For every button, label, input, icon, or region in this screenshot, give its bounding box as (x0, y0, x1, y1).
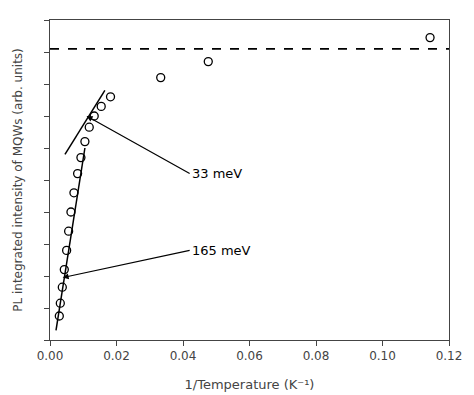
svg-text:33 meV: 33 meV (192, 166, 242, 181)
svg-text:0.08: 0.08 (303, 349, 330, 363)
svg-text:0.06: 0.06 (236, 349, 263, 363)
svg-text:0.12: 0.12 (436, 349, 463, 363)
svg-text:1/Temperature (K⁻¹): 1/Temperature (K⁻¹) (185, 377, 315, 392)
svg-text:0.04: 0.04 (170, 349, 197, 363)
svg-text:PL integrated intensity of MQW: PL integrated intensity of MQWs (arb. un… (11, 48, 25, 312)
svg-text:0.10: 0.10 (369, 349, 396, 363)
svg-text:0.00: 0.00 (37, 349, 64, 363)
svg-text:0.02: 0.02 (103, 349, 130, 363)
svg-text:165 meV: 165 meV (192, 243, 251, 258)
